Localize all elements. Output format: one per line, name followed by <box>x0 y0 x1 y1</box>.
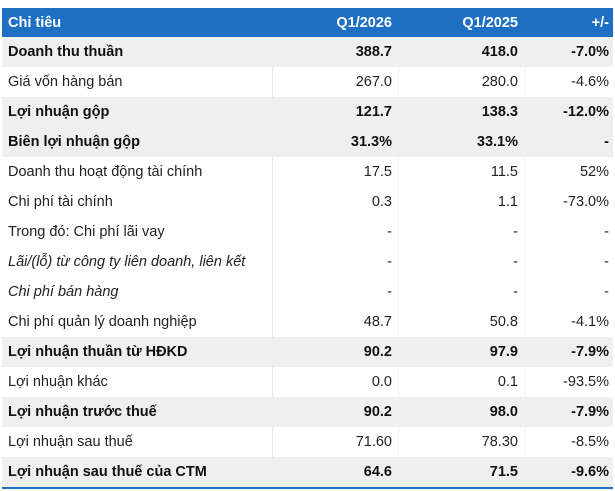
table-row: Lợi nhuận trước thuế 90.2 98.0 -7.9% <box>2 397 613 427</box>
row-label: Lợi nhuận khác <box>8 374 108 390</box>
table-row: Trong đó: Chi phí lãi vay - - - <box>2 217 613 247</box>
row-value-q1-2026: 90.2 <box>363 344 392 360</box>
row-value-change: -7.9% <box>571 344 609 360</box>
row-value-q1-2025: 280.0 <box>398 67 524 97</box>
row-value-q1-2025: 97.9 <box>489 344 518 360</box>
row-label: Chi phí bán hàng <box>8 284 119 300</box>
table-row: Lãi/(lỗ) từ công ty liên doanh, liên kết… <box>2 247 613 277</box>
row-value-change: -93.5% <box>524 367 613 397</box>
row-value-q1-2026: 71.60 <box>272 427 398 457</box>
row-value-change: - <box>604 134 609 150</box>
row-value-change: -8.5% <box>524 427 613 457</box>
row-value-q1-2026: - <box>272 277 398 307</box>
row-value-q1-2025: 1.1 <box>398 187 524 217</box>
table-row: Lợi nhuận khác 0.0 0.1 -93.5% <box>2 367 613 397</box>
row-label: Biên lợi nhuận gộp <box>8 134 140 150</box>
row-label: Chi phí tài chính <box>8 194 113 210</box>
row-label: Doanh thu hoạt động tài chính <box>8 164 203 180</box>
row-value-q1-2025: 98.0 <box>489 404 518 420</box>
header-change: +/- <box>591 14 609 31</box>
row-value-change: - <box>524 277 613 307</box>
row-value-q1-2025: - <box>398 247 524 277</box>
row-label: Lợi nhuận thuần từ HĐKD <box>8 344 188 360</box>
table-header: Chỉ tiêu Q1/2026 Q1/2025 +/- <box>2 8 613 37</box>
row-label: Chi phí quản lý doanh nghiệp <box>8 314 197 330</box>
row-value-q1-2026: 0.0 <box>272 367 398 397</box>
table-row: Chi phí quản lý doanh nghiệp 48.7 50.8 -4.1… <box>2 307 613 337</box>
table-row: Lợi nhuận sau thuế của CTM 64.6 71.5 -9.6% <box>2 457 613 489</box>
header-indicator: Chỉ tiêu <box>8 14 62 31</box>
row-value-q1-2025: 138.3 <box>481 104 518 120</box>
row-value-change: -7.0% <box>571 44 609 60</box>
row-value-change: -9.6% <box>571 464 609 480</box>
row-value-q1-2025: - <box>398 277 524 307</box>
row-value-change: - <box>524 217 613 247</box>
header-q1-2026: Q1/2026 <box>336 14 392 31</box>
table-row: Lợi nhuận sau thuế 71.60 78.30 -8.5% <box>2 427 613 457</box>
row-value-q1-2026: 0.3 <box>272 187 398 217</box>
row-value-q1-2026: 48.7 <box>272 307 398 337</box>
row-value-q1-2025: - <box>398 217 524 247</box>
row-value-q1-2025: 71.5 <box>489 464 518 480</box>
row-value-change: - <box>524 247 613 277</box>
table-body: Doanh thu thuần 388.7 418.0 -7.0% Giá vốn hà… <box>2 37 613 489</box>
row-value-q1-2025: 11.5 <box>398 157 524 187</box>
table-row: Doanh thu hoạt động tài chính 17.5 11.5 52% <box>2 157 613 187</box>
row-label: Trong đó: Chi phí lãi vay <box>8 224 165 240</box>
row-value-q1-2026: - <box>272 247 398 277</box>
header-q1-2025: Q1/2025 <box>462 14 518 31</box>
row-label: Doanh thu thuần <box>8 44 124 60</box>
row-value-change: -7.9% <box>571 404 609 420</box>
row-value-q1-2025: 0.1 <box>398 367 524 397</box>
table-row: Biên lợi nhuận gộp 31.3% 33.1% - <box>2 127 613 157</box>
row-value-change: -73.0% <box>524 187 613 217</box>
row-value-q1-2026: 31.3% <box>350 134 392 150</box>
row-label: Lợi nhuận sau thuế của CTM <box>8 464 207 480</box>
table-row: Doanh thu thuần 388.7 418.0 -7.0% <box>2 37 613 67</box>
row-value-q1-2026: 90.2 <box>363 404 392 420</box>
table-row: Giá vốn hàng bán 267.0 280.0 -4.6% <box>2 67 613 97</box>
row-label: Lợi nhuận sau thuế <box>8 434 133 450</box>
row-value-q1-2026: 121.7 <box>355 104 392 120</box>
table-row: Chi phí bán hàng - - - <box>2 277 613 307</box>
row-value-q1-2025: 50.8 <box>398 307 524 337</box>
row-value-change: -12.0% <box>563 104 609 120</box>
row-value-q1-2026: 267.0 <box>272 67 398 97</box>
row-value-change: -4.6% <box>524 67 613 97</box>
row-label: Giá vốn hàng bán <box>8 74 123 90</box>
row-label: Lợi nhuận gộp <box>8 104 110 120</box>
row-label: Lãi/(lỗ) từ công ty liên doanh, liên kết <box>8 254 246 270</box>
row-value-q1-2025: 78.30 <box>398 427 524 457</box>
row-value-q1-2025: 418.0 <box>481 44 518 60</box>
row-value-q1-2026: 388.7 <box>355 44 392 60</box>
table-row: Lợi nhuận thuần từ HĐKD 90.2 97.9 -7.9% <box>2 337 613 367</box>
row-value-change: -4.1% <box>524 307 613 337</box>
row-label: Lợi nhuận trước thuế <box>8 404 157 420</box>
row-value-q1-2026: 64.6 <box>363 464 392 480</box>
financial-table: Chỉ tiêu Q1/2026 Q1/2025 +/- Doanh thu t… <box>2 8 613 489</box>
row-value-change: 52% <box>524 157 613 187</box>
row-value-q1-2026: - <box>272 217 398 247</box>
row-value-q1-2025: 33.1% <box>476 134 518 150</box>
table-row: Chi phí tài chính 0.3 1.1 -73.0% <box>2 187 613 217</box>
row-value-q1-2026: 17.5 <box>272 157 398 187</box>
table-row: Lợi nhuận gộp 121.7 138.3 -12.0% <box>2 97 613 127</box>
